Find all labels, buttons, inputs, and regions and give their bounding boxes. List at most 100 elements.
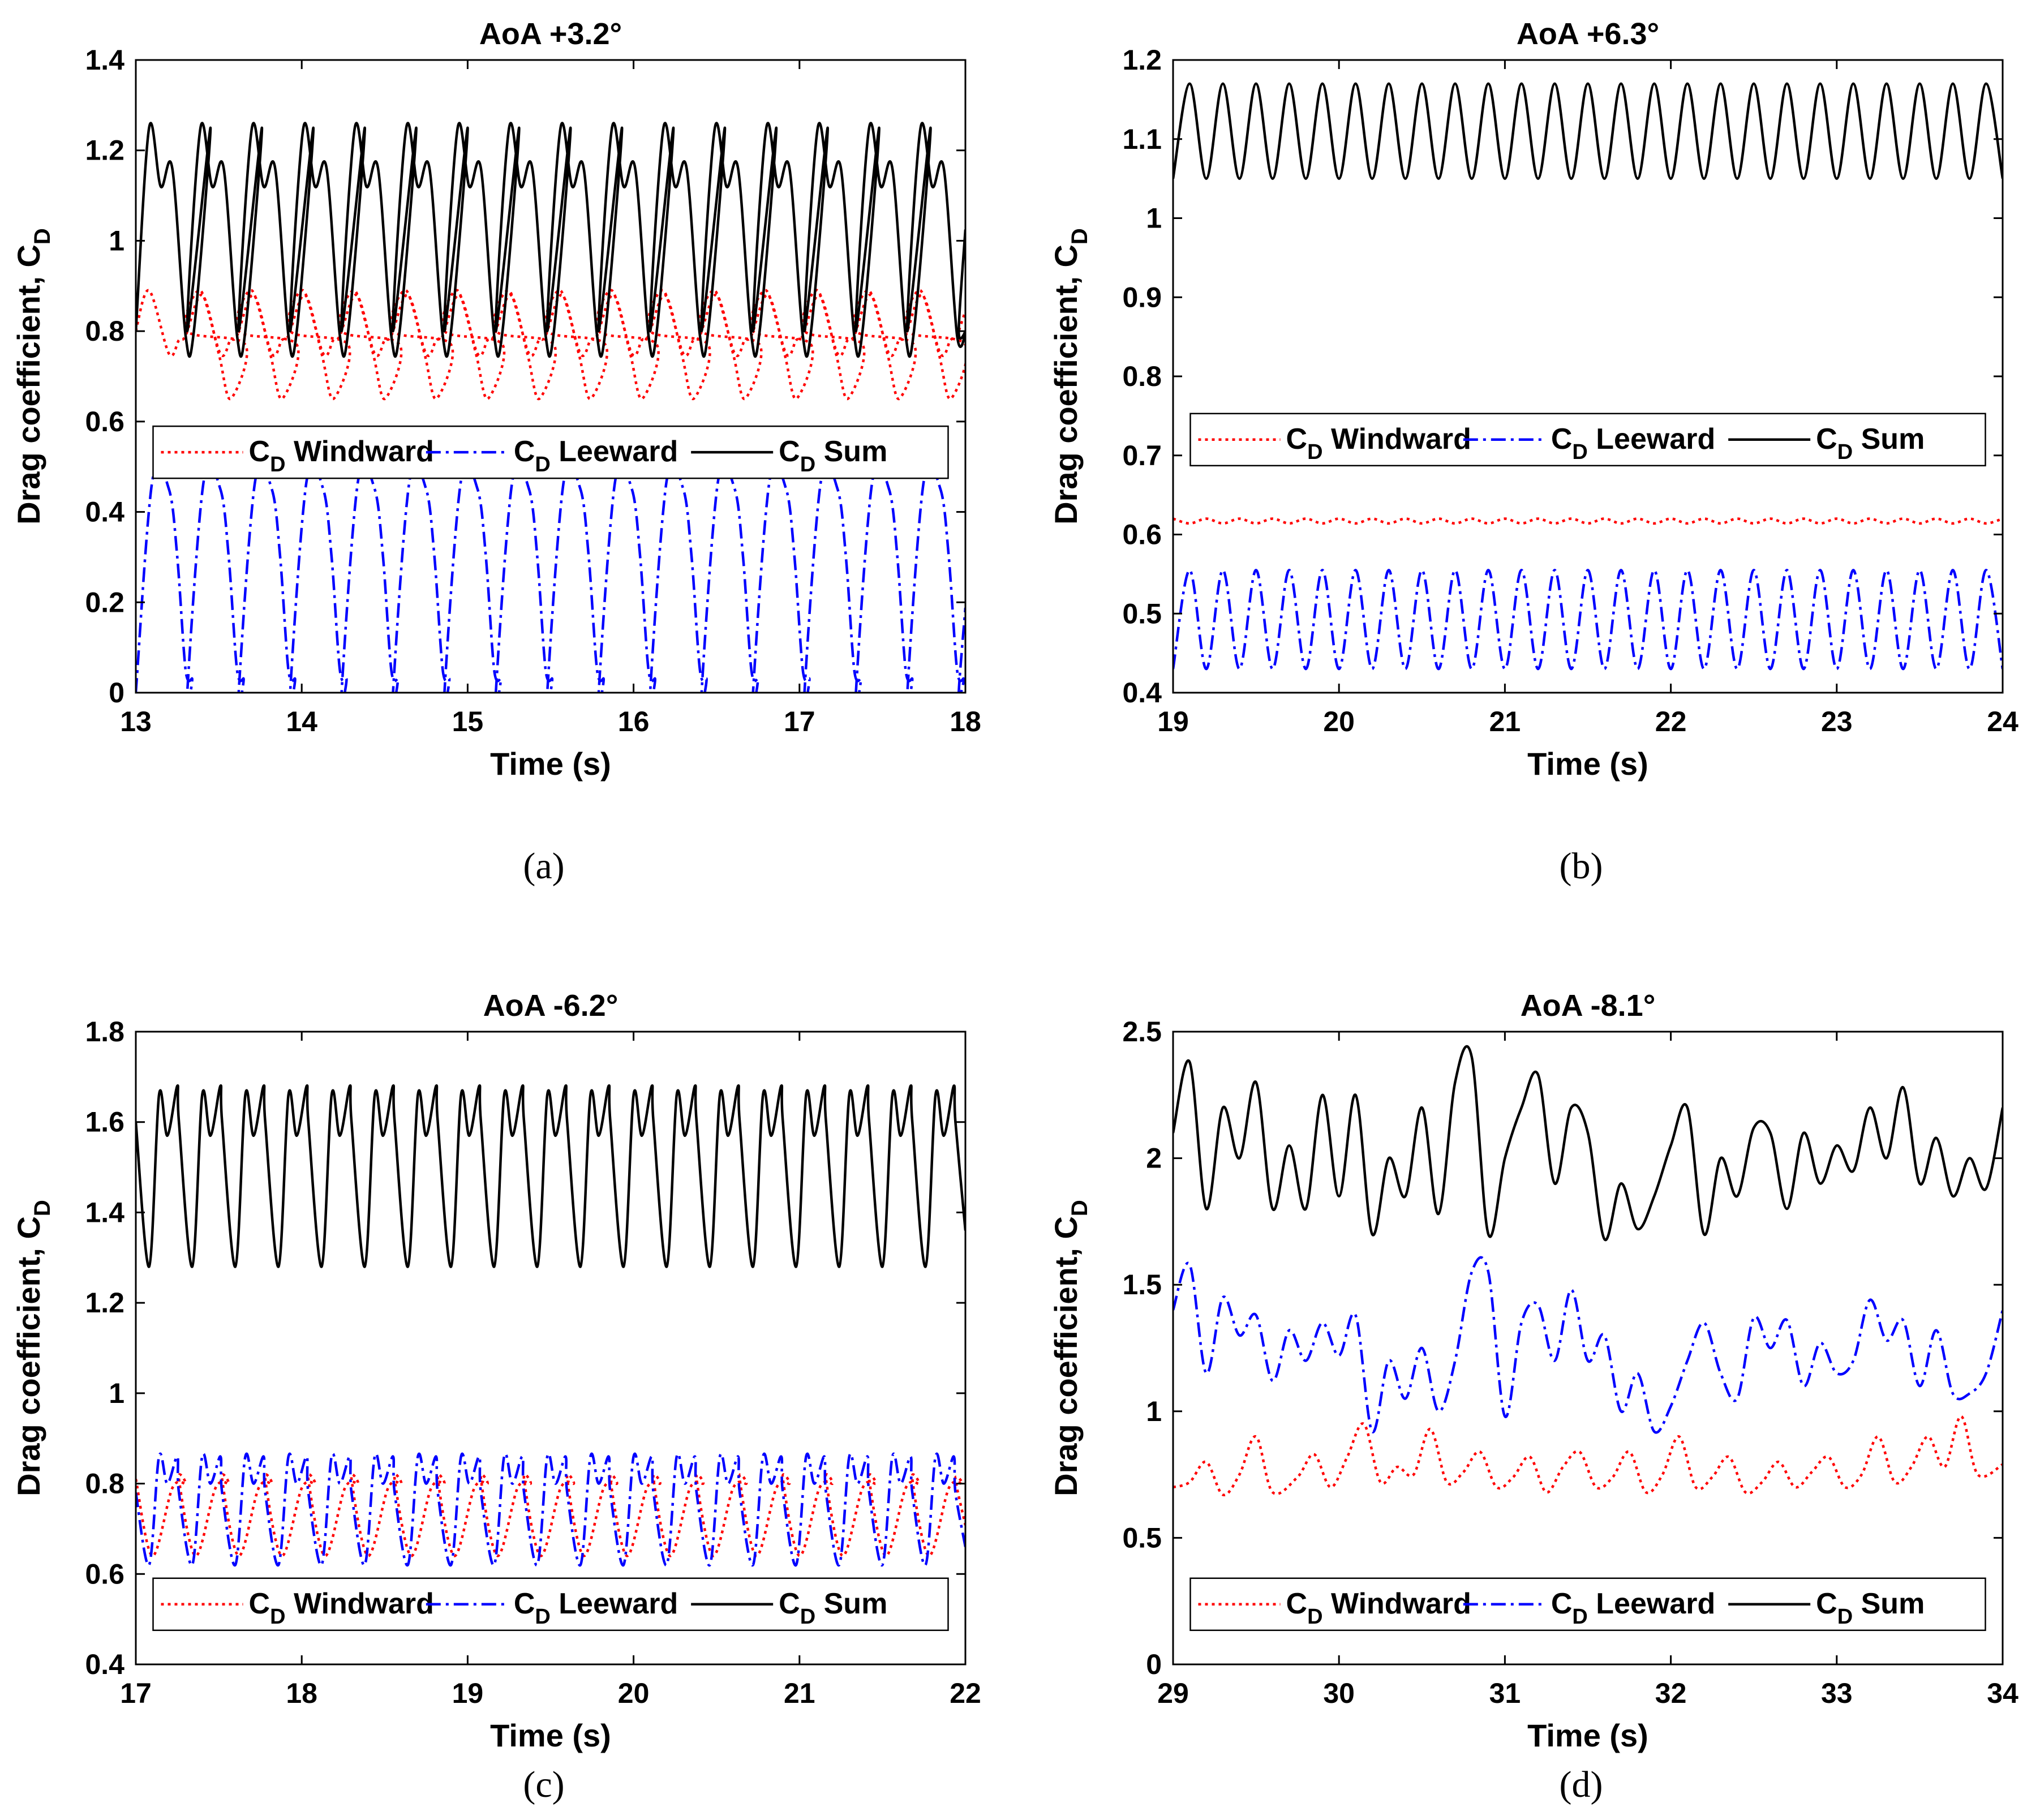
legend-label-prefix: C xyxy=(1816,423,1837,456)
legend-label-subscript: D xyxy=(535,1605,550,1629)
legend-label-prefix: C xyxy=(249,435,270,468)
legend-label-text: Windward xyxy=(286,1587,434,1620)
y-tick-label: 0.8 xyxy=(85,315,124,347)
legend-label-text: Sum xyxy=(815,1587,887,1620)
series-line-cd-windward xyxy=(1173,517,2003,525)
y-tick-label: 0.4 xyxy=(85,496,124,528)
legend-label-subscript: D xyxy=(535,453,550,477)
x-tick-label: 19 xyxy=(452,1677,484,1709)
legend-label-text: Windward xyxy=(1323,423,1471,456)
legend-label-text: Leeward xyxy=(1588,423,1715,456)
y-tick-label: 1.8 xyxy=(85,1016,124,1048)
y-tick-label: 0.5 xyxy=(1122,598,1162,629)
legend-label-prefix: C xyxy=(1286,1587,1308,1620)
y-tick-label: 1 xyxy=(1146,1396,1162,1427)
legend-label-subscript: D xyxy=(1307,1605,1322,1629)
legend-box xyxy=(1189,413,1986,467)
y-tick-label: 0.6 xyxy=(85,406,124,437)
legend-label-text: Leeward xyxy=(551,1587,678,1620)
y-tick-label: 1.1 xyxy=(1122,123,1162,155)
x-tick-label: 32 xyxy=(1655,1677,1687,1709)
series-line-cd-sum xyxy=(1173,82,2003,180)
legend-label-text: Leeward xyxy=(551,435,678,468)
legend-label-prefix: C xyxy=(514,1587,535,1620)
chart-a: AoA +3.2° 13 14 15 16 17 18 0 0.2 0.4 0.6 0.8 1 1.2 1.… xyxy=(11,17,981,887)
x-tick-label: 22 xyxy=(950,1677,981,1709)
y-tick-label: 1.5 xyxy=(1122,1269,1162,1300)
series-line-cd-windward xyxy=(136,1473,965,1557)
y-tick-label: 1.4 xyxy=(85,1196,124,1228)
y-tick-label: 0.8 xyxy=(85,1468,124,1500)
chart-title: AoA -8.1° xyxy=(1521,989,1656,1023)
series-line-cd-sum xyxy=(136,122,965,358)
y-axis-label: Drag coefficient, CD xyxy=(1048,1200,1092,1496)
chart-title: AoA -6.2° xyxy=(483,989,619,1023)
axes-box xyxy=(1172,1031,2004,1666)
y-tick-label: 0.9 xyxy=(1122,281,1162,313)
legend-box xyxy=(152,1577,949,1632)
legend: CD Windward CD Leeward CD Sum xyxy=(1189,1577,1986,1632)
x-tick-label: 16 xyxy=(618,706,650,737)
x-axis-label: Time (s) xyxy=(490,1718,611,1753)
y-tick-label: 1 xyxy=(1146,203,1162,234)
series-line-cd-leeward xyxy=(136,463,965,693)
legend-label-prefix: C xyxy=(1551,423,1573,456)
legend-label-subscript: D xyxy=(1837,1605,1853,1629)
legend: CD Windward CD Leeward CD Sum xyxy=(152,425,949,479)
x-tick-label: 19 xyxy=(1157,706,1189,737)
legend-label-text: Windward xyxy=(1323,1587,1471,1620)
x-tick-label: 17 xyxy=(120,1677,152,1709)
legend-label-text: Windward xyxy=(286,435,434,468)
y-tick-label: 0.7 xyxy=(1122,440,1162,471)
legend-box xyxy=(152,425,949,479)
x-tick-label: 18 xyxy=(286,1677,317,1709)
x-tick-label: 20 xyxy=(1323,706,1355,737)
y-tick-label: 1.2 xyxy=(85,1287,124,1319)
y-axis-label: Drag coefficient, CD xyxy=(11,228,55,525)
y-tick-label: 2.5 xyxy=(1122,1016,1162,1048)
y-tick-label: 1.2 xyxy=(1122,44,1162,76)
series-line-cd-leeward xyxy=(1173,1256,2003,1434)
legend-label: CD Sum xyxy=(779,435,887,477)
x-axis-label: Time (s) xyxy=(1527,746,1648,782)
chart-b: AoA +6.3° 19 20 21 22 23 24 0.4 0.5 0.6 0.7 0.8 0.9 1… xyxy=(1048,17,2018,887)
y-tick-label: 0.6 xyxy=(85,1558,124,1590)
y-tick-label: 2 xyxy=(1146,1143,1162,1174)
y-tick-label: 0.4 xyxy=(1122,677,1162,709)
y-tick-label: 0.2 xyxy=(85,586,124,618)
x-tick-label: 17 xyxy=(784,706,815,737)
panel-caption: (c) xyxy=(523,1764,564,1805)
legend-label-prefix: C xyxy=(514,435,535,468)
x-tick-label: 29 xyxy=(1157,1677,1189,1709)
x-axis-label: Time (s) xyxy=(1527,1718,1648,1753)
chart-title: AoA +6.3° xyxy=(1517,17,1659,51)
y-axis-label-subscript: D xyxy=(1067,228,1092,244)
y-tick-label: 0.6 xyxy=(1122,519,1162,551)
y-axis-label: Drag coefficient, CD xyxy=(11,1200,55,1496)
legend-label-text: Sum xyxy=(815,435,887,468)
legend-label: CD Windward xyxy=(1286,1587,1471,1629)
legend-label-prefix: C xyxy=(249,1587,270,1620)
series-line-cd-sum xyxy=(1173,1045,2003,1242)
y-axis-label: Drag coefficient, CD xyxy=(1048,228,1092,525)
legend-label-subscript: D xyxy=(1307,440,1322,464)
x-tick-label: 24 xyxy=(1987,706,2018,737)
x-tick-label: 31 xyxy=(1489,1677,1521,1709)
panel-caption: (b) xyxy=(1560,845,1603,887)
legend-label: CD Leeward xyxy=(1551,1587,1715,1629)
x-tick-label: 33 xyxy=(1821,1677,1853,1709)
x-tick-label: 14 xyxy=(286,706,317,737)
legend: CD Windward CD Leeward CD Sum xyxy=(152,1577,949,1632)
y-axis-label-subscript: D xyxy=(30,228,55,244)
legend-label: CD Leeward xyxy=(514,1587,678,1629)
y-tick-label: 1 xyxy=(109,1377,124,1409)
axes-box xyxy=(1172,59,2004,694)
x-tick-label: 18 xyxy=(950,706,981,737)
y-tick-label: 0.5 xyxy=(1122,1522,1162,1553)
x-axis-label: Time (s) xyxy=(490,746,611,782)
x-tick-label: 21 xyxy=(784,1677,815,1709)
series-line-cd-leeward xyxy=(136,1452,965,1567)
legend-label-prefix: C xyxy=(1551,1587,1573,1620)
legend-label-subscript: D xyxy=(1572,1605,1587,1629)
x-tick-label: 15 xyxy=(452,706,484,737)
